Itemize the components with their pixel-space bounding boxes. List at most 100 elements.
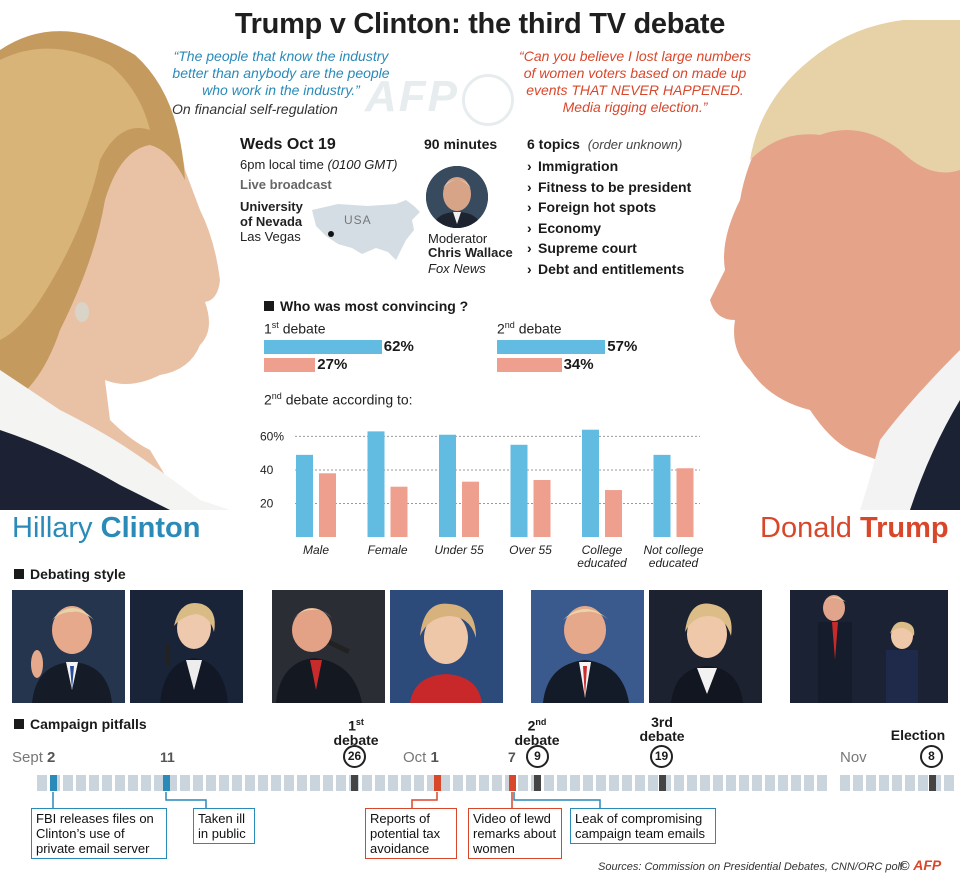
timeline-day: [879, 775, 889, 791]
moderator-org: Fox News: [428, 261, 486, 276]
topics-count: 6 topics: [527, 136, 580, 152]
category-label: educated: [577, 556, 627, 570]
marker-fbi-files: [50, 775, 57, 791]
election-day: 8: [920, 745, 943, 768]
trump-bar: [533, 480, 551, 537]
second-debate-marker-label: 2nd debate: [514, 717, 560, 748]
day-sept-11: 11: [160, 749, 175, 765]
marker-second-debate: [534, 775, 541, 791]
timeline-day: [206, 775, 216, 791]
clinton-quote-source: On financial self-regulation: [172, 101, 338, 117]
time-local: 6pm local time: [240, 157, 324, 172]
map-label: USA: [344, 213, 372, 227]
first-debate-day: 26: [343, 745, 366, 768]
callout-connectors: [52, 792, 601, 808]
clinton-name: Hillary Clinton: [12, 512, 201, 544]
chevron-right-icon: ›: [527, 219, 532, 236]
timeline-day: [557, 775, 567, 791]
marker-third-debate: [659, 775, 666, 791]
timeline-day: [89, 775, 99, 791]
second-debate-trump-bar: [497, 358, 562, 372]
second-debate-label: 2nd debate: [497, 320, 562, 337]
timeline-day: [115, 775, 125, 791]
third-debate-marker-label: 3rd debate: [639, 714, 685, 744]
usa-map: USA: [308, 196, 426, 264]
second-debate-trump-pct: 34%: [563, 356, 594, 373]
timeline-day: [466, 775, 476, 791]
photo-trump-3: [531, 590, 644, 703]
timeline-day: [323, 775, 333, 791]
chevron-right-icon: ›: [527, 240, 532, 256]
topic-item: › Fitness to be president: [527, 177, 691, 198]
month-sept: Sept 2: [12, 749, 56, 766]
timeline-day: [375, 775, 385, 791]
month-oct: Oct 1: [403, 749, 439, 766]
y-tick-label: 40: [260, 463, 274, 477]
square-bullet-icon: [264, 301, 274, 311]
trump-bar: [462, 481, 479, 537]
topics-heading: 6 topics (order unknown): [527, 136, 682, 152]
third-debate-day: 19: [650, 745, 673, 768]
chevron-right-icon: ›: [527, 199, 532, 215]
marker-taken-ill: [163, 775, 170, 791]
topic-item: › Foreign hot spots: [527, 197, 691, 218]
timeline-day: [609, 775, 619, 791]
category-label: Male: [303, 543, 329, 557]
timeline-day: [661, 775, 671, 791]
venue-line2: of Nevada: [240, 214, 303, 229]
marker-tax-report: [434, 775, 441, 791]
category-label: educated: [649, 556, 699, 570]
timeline-day: [76, 775, 86, 791]
topic-item: › Immigration: [527, 156, 691, 177]
second-debate-day: 9: [526, 745, 549, 768]
first-debate-trump-bar: [264, 358, 316, 372]
photo-trump-1: [12, 590, 125, 703]
topic-item: › Debt and entitlements: [527, 259, 691, 280]
y-tick-label: 20: [260, 496, 274, 510]
trump-bar: [319, 473, 336, 537]
timeline-day: [622, 775, 632, 791]
first-debate-label: 1st debate: [264, 320, 326, 337]
timeline-day: [362, 775, 372, 791]
timeline-day: [918, 775, 928, 791]
photo-trump-2: [272, 590, 385, 703]
y-tick-label: 60%: [260, 429, 284, 443]
topics-list: › Immigration › Fitness to be president › F…: [527, 156, 691, 279]
timeline-day: [866, 775, 876, 791]
timeline-day: [310, 775, 320, 791]
callout-tax-avoidance: Reports of potential tax avoidance: [365, 808, 457, 859]
timeline-day: [739, 775, 749, 791]
first-debate-marker-label: 1st debate: [333, 717, 379, 748]
marker-first-debate: [351, 775, 358, 791]
timeline-day: [752, 775, 762, 791]
trump-name: Donald Trump: [760, 512, 949, 544]
timeline-day: [804, 775, 814, 791]
marker-lewd-video: [509, 775, 516, 791]
timeline-day: [648, 775, 658, 791]
day-oct-7: 7: [508, 749, 516, 765]
timeline-day: [674, 775, 684, 791]
pitfalls-heading: Campaign pitfalls: [14, 716, 147, 732]
afp-credit: © AFP: [900, 857, 942, 873]
clinton-bar: [510, 444, 528, 537]
category-label: Under 55: [434, 543, 484, 557]
timeline-day: [791, 775, 801, 791]
square-bullet-icon: [14, 719, 24, 729]
clinton-bar: [367, 431, 385, 537]
timeline-day: [778, 775, 788, 791]
month-nov: Nov: [840, 749, 867, 766]
second-debate-clinton-pct: 57%: [607, 338, 638, 355]
trump-portrait: [680, 20, 960, 510]
venue-line1: University: [240, 199, 303, 214]
timeline-day: [570, 775, 580, 791]
trump-quote: “Can you believe I lost large numbers of…: [519, 48, 751, 115]
timeline-day: [388, 775, 398, 791]
category-label: Female: [367, 543, 407, 557]
chevron-right-icon: ›: [527, 260, 532, 277]
timeline-day: [258, 775, 268, 791]
page-title: Trump v Clinton: the third TV debate: [234, 8, 726, 40]
clinton-portrait: [0, 30, 240, 510]
timeline-day: [596, 775, 606, 791]
first-debate-clinton-pct: 62%: [383, 338, 414, 355]
topic-item: › Economy: [527, 218, 691, 239]
